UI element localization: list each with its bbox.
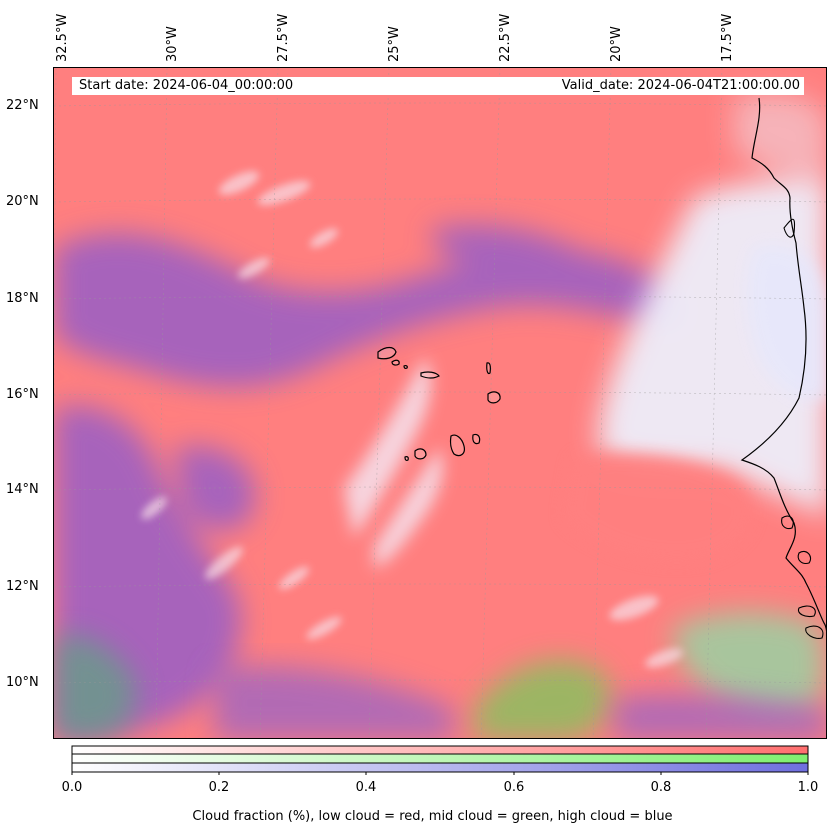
island-santiago — [449, 434, 465, 457]
east-clear-overlay — [747, 245, 826, 401]
cloud-fraction-map — [53, 67, 827, 739]
cloud-speckles — [141, 171, 683, 668]
coastline-inlet-4 — [797, 605, 816, 618]
island-clear-streak — [344, 358, 443, 568]
island-fogo — [414, 448, 427, 460]
lat-label-18n: 18°N — [6, 291, 39, 306]
colorbar-low-cloud — [71, 745, 809, 755]
colorbar-mid-cloud — [71, 753, 809, 764]
lat-label-20n: 20°N — [6, 194, 39, 209]
colorbar-high-cloud — [71, 762, 809, 773]
lon-label-17-5w: 17.5°W — [720, 13, 735, 62]
graticule — [54, 68, 826, 738]
island-maio — [472, 433, 481, 445]
coastline-inlet-2 — [781, 515, 794, 530]
lat-label-22n: 22°N — [6, 98, 39, 113]
colorbar-tick-0-4: 0.4 — [355, 780, 377, 795]
island-santa-luzia — [403, 365, 408, 369]
southeast-low-cloud — [564, 454, 752, 561]
valid-date-label: Valid_date: 2024-06-04T21:00:00.00 — [561, 78, 800, 93]
island-sao-nicolau — [420, 371, 440, 379]
african-coastline — [740, 97, 826, 632]
date-info-box — [72, 77, 804, 95]
colorbar — [71, 745, 809, 775]
lat-label-14n: 14°N — [6, 482, 39, 497]
island-sao-vicente — [391, 359, 400, 366]
lon-label-30w: 30°W — [165, 26, 180, 62]
colorbar-tick-0-2: 0.2 — [208, 780, 230, 795]
colorbar-tick-marks — [71, 772, 809, 775]
lon-label-25w: 25°W — [387, 26, 402, 62]
lat-label-10n: 10°N — [6, 675, 39, 690]
southern-high-cloud — [214, 665, 826, 738]
cape-verde-islands — [377, 346, 501, 461]
colorbar-tick-0-6: 0.6 — [503, 780, 525, 795]
lat-label-16n: 16°N — [6, 387, 39, 402]
island-boa-vista — [487, 391, 501, 404]
mid-cloud-regions — [54, 612, 825, 738]
lon-label-22-5w: 22.5°W — [498, 13, 513, 62]
colorbar-tick-0: 0.0 — [61, 780, 83, 795]
lat-label-12n: 12°N — [6, 579, 39, 594]
lon-label-20w: 20°W — [609, 26, 624, 62]
map-canvas — [54, 68, 826, 738]
colorbar-tick-0-8: 0.8 — [650, 780, 672, 795]
island-sal — [486, 362, 491, 375]
lon-label-27-5w: 27.5°W — [276, 13, 291, 62]
colorbar-caption: Cloud fraction (%), low cloud = red, mid… — [192, 809, 673, 824]
coastline-inlet-1 — [783, 218, 796, 238]
coastline-inlet-5 — [805, 625, 824, 639]
island-santo-antao — [377, 346, 397, 360]
lon-label-32-5w: 32.5°W — [55, 13, 70, 62]
colorbar-tick-1: 1.0 — [797, 780, 819, 795]
island-brava — [404, 456, 409, 461]
coastline-inlet-3 — [797, 550, 812, 564]
start-date-label: Start date: 2024-06-04_00:00:00 — [79, 78, 294, 93]
